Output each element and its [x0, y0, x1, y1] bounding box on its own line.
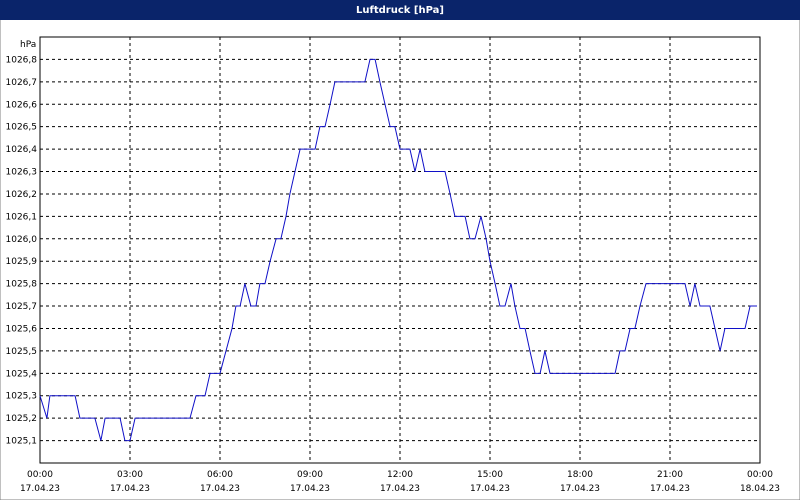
x-tick-label: 12:00 — [387, 470, 413, 480]
y-tick-label: 1025,1 — [6, 437, 38, 447]
x-tick-date: 17.04.23 — [290, 484, 330, 494]
y-tick-label: 1025,5 — [6, 347, 38, 357]
x-tick-label: 15:00 — [477, 470, 503, 480]
y-tick-label: 1026,5 — [6, 123, 38, 133]
y-tick-label: 1026,2 — [6, 190, 38, 200]
y-tick-label: 1026,7 — [6, 78, 38, 88]
y-tick-label: 1025,3 — [6, 392, 38, 402]
x-tick-label: 00:00 — [27, 470, 53, 480]
title-bar — [0, 0, 800, 20]
chart-title: Luftdruck [hPa] — [356, 5, 444, 16]
y-tick-label: 1026,8 — [6, 55, 38, 65]
x-tick-date: 17.04.23 — [650, 484, 690, 494]
y-unit: hPa — [20, 40, 36, 50]
x-tick-label: 00:00 — [747, 470, 773, 480]
line-series — [39, 58, 757, 442]
y-tick-label: 1025,2 — [6, 414, 38, 424]
x-tick-label: 06:00 — [207, 470, 233, 480]
y-tick-label: 1026,6 — [6, 100, 38, 110]
y-tick-label: 1025,8 — [6, 280, 38, 290]
x-tick-label: 03:00 — [117, 470, 143, 480]
y-tick-label: 1026,1 — [6, 212, 38, 222]
y-tick-label: 1025,7 — [6, 302, 38, 312]
x-tick-date: 17.04.23 — [20, 484, 60, 494]
y-tick-label: 1025,6 — [6, 324, 38, 334]
y-tick-label: 1026,4 — [6, 145, 38, 155]
x-tick-label: 18:00 — [567, 470, 593, 480]
x-tick-date: 18.04.23 — [740, 484, 780, 494]
x-tick-date: 17.04.23 — [380, 484, 420, 494]
x-tick-date: 17.04.23 — [110, 484, 150, 494]
y-tick-label: 1026,3 — [6, 168, 38, 178]
x-tick-label: 09:00 — [297, 470, 323, 480]
x-tick-label: 21:00 — [657, 470, 683, 480]
x-tick-date: 17.04.23 — [560, 484, 600, 494]
y-tick-label: 1026,0 — [6, 235, 38, 245]
y-tick-label: 1025,4 — [6, 369, 38, 379]
x-tick-date: 17.04.23 — [470, 484, 510, 494]
x-tick-date: 17.04.23 — [200, 484, 240, 494]
y-tick-label: 1025,9 — [6, 257, 38, 267]
